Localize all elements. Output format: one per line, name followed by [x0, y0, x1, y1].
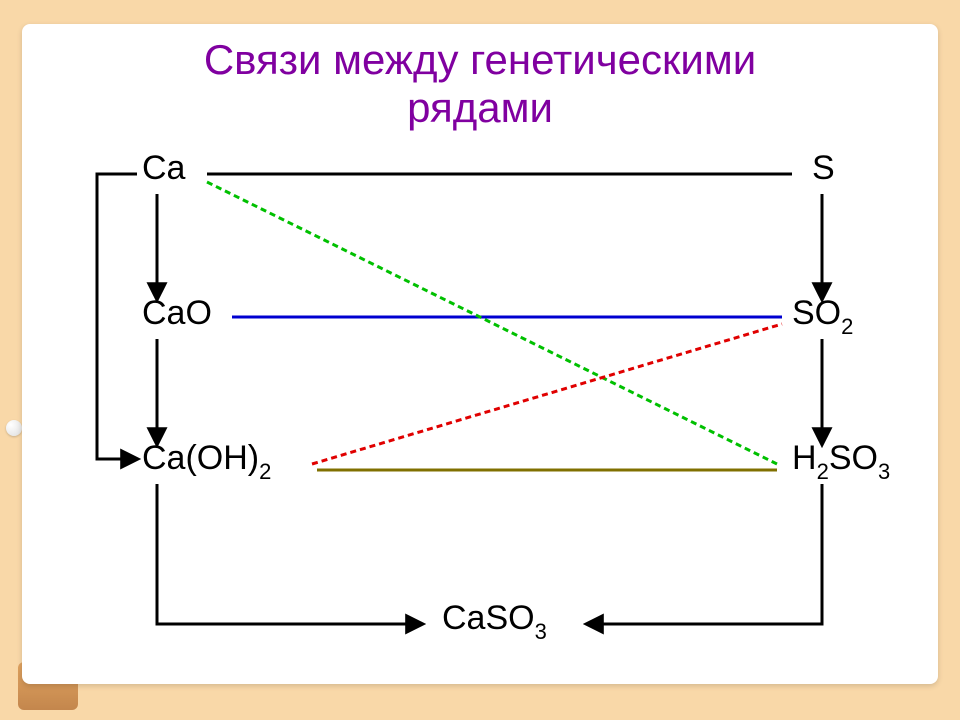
svg-text:SO2: SO2	[792, 294, 853, 339]
svg-text:H2SO3: H2SO3	[792, 439, 890, 484]
slide-outer: Связи между генетическими рядами CaSCaOS…	[0, 0, 960, 720]
svg-text:Ca(OH)2: Ca(OH)2	[142, 439, 271, 484]
svg-text:Ca: Ca	[142, 149, 186, 187]
svg-text:CaSO3: CaSO3	[442, 599, 547, 644]
bullet-marker	[6, 420, 22, 436]
slide-inner: Связи между генетическими рядами CaSCaOS…	[22, 24, 938, 684]
svg-text:S: S	[812, 149, 835, 187]
diagram-svg: Ca S CaO SO2 Ca(OH)2 H2SO3 CaSO3	[22, 24, 938, 684]
svg-text:CaO: CaO	[142, 294, 212, 332]
